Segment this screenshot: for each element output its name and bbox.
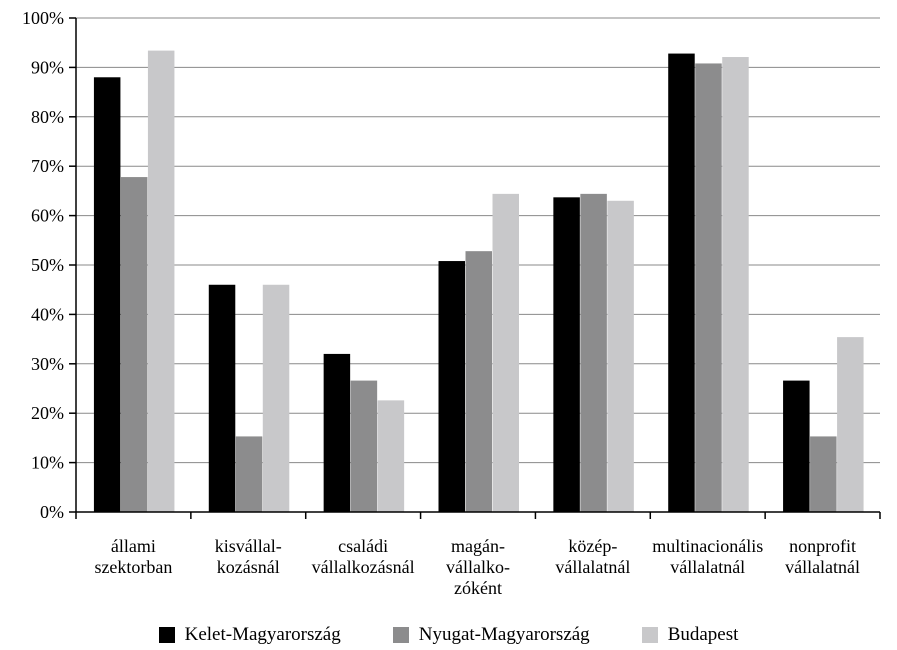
legend-swatch xyxy=(641,627,658,643)
legend-label: Budapest xyxy=(667,624,739,645)
bar xyxy=(695,63,722,513)
bar xyxy=(492,193,519,512)
y-tick-label: 50% xyxy=(31,255,64,275)
legend-label: Kelet-Magyarország xyxy=(184,624,341,645)
bar xyxy=(93,77,121,512)
bars xyxy=(93,50,864,513)
bar xyxy=(837,337,864,512)
y-tick-label: 90% xyxy=(31,57,64,77)
y-tick-label: 80% xyxy=(31,107,64,127)
bar xyxy=(208,284,236,512)
axes xyxy=(75,18,881,519)
x-tick-label: multinacionális vállalatnál xyxy=(652,536,763,577)
legend-item: Budapest xyxy=(641,624,739,646)
bar xyxy=(783,380,810,512)
x-tick-label: magán-vállalko-zóként xyxy=(446,536,510,598)
y-tick-label: 70% xyxy=(31,156,64,176)
bar xyxy=(607,200,634,512)
bar xyxy=(323,353,351,512)
x-tick-label: állami szektorban xyxy=(94,536,172,577)
bar xyxy=(350,380,378,512)
y-tick-label: 10% xyxy=(31,453,64,473)
x-tick-label: nonprofit vállalatnál xyxy=(785,536,860,577)
x-tick-label: kisvállal-kozásnál xyxy=(215,536,282,577)
bar xyxy=(465,251,492,512)
legend-swatch xyxy=(392,627,409,643)
bar xyxy=(553,197,580,512)
bar xyxy=(668,53,695,513)
bar xyxy=(438,261,465,512)
bar xyxy=(580,193,607,512)
legend: Kelet-Magyarország Nyugat-Magyarország Bud… xyxy=(0,620,897,650)
bar xyxy=(262,284,290,512)
y-tick-label: 30% xyxy=(31,354,64,374)
legend-item: Kelet-Magyarország xyxy=(158,624,341,646)
y-tick-label: 20% xyxy=(31,403,64,423)
y-tick-label: 100% xyxy=(22,8,64,28)
y-tick-label: 40% xyxy=(31,304,64,324)
x-tick-label: közép-vállalatnál xyxy=(555,536,630,577)
bar xyxy=(722,57,749,512)
legend-swatch xyxy=(158,627,175,643)
legend-item: Nyugat-Magyarország xyxy=(392,624,590,646)
x-tick-label: családi vállalkozásnál xyxy=(312,536,415,577)
legend-label: Nyugat-Magyarország xyxy=(418,624,590,645)
bar xyxy=(377,400,405,512)
y-tick-label: 0% xyxy=(40,502,64,522)
bar xyxy=(147,50,175,512)
y-axis-tick-labels: 0% 10% 20% 30% 40% 50% 60% 70% 80% 90% 100% xyxy=(22,8,64,522)
bar xyxy=(235,436,263,512)
bar xyxy=(120,177,148,512)
bar xyxy=(810,436,837,512)
y-tick-label: 60% xyxy=(31,206,64,226)
x-axis-tick-labels: állami szektorban kisvállal-kozásnál család… xyxy=(94,536,860,598)
